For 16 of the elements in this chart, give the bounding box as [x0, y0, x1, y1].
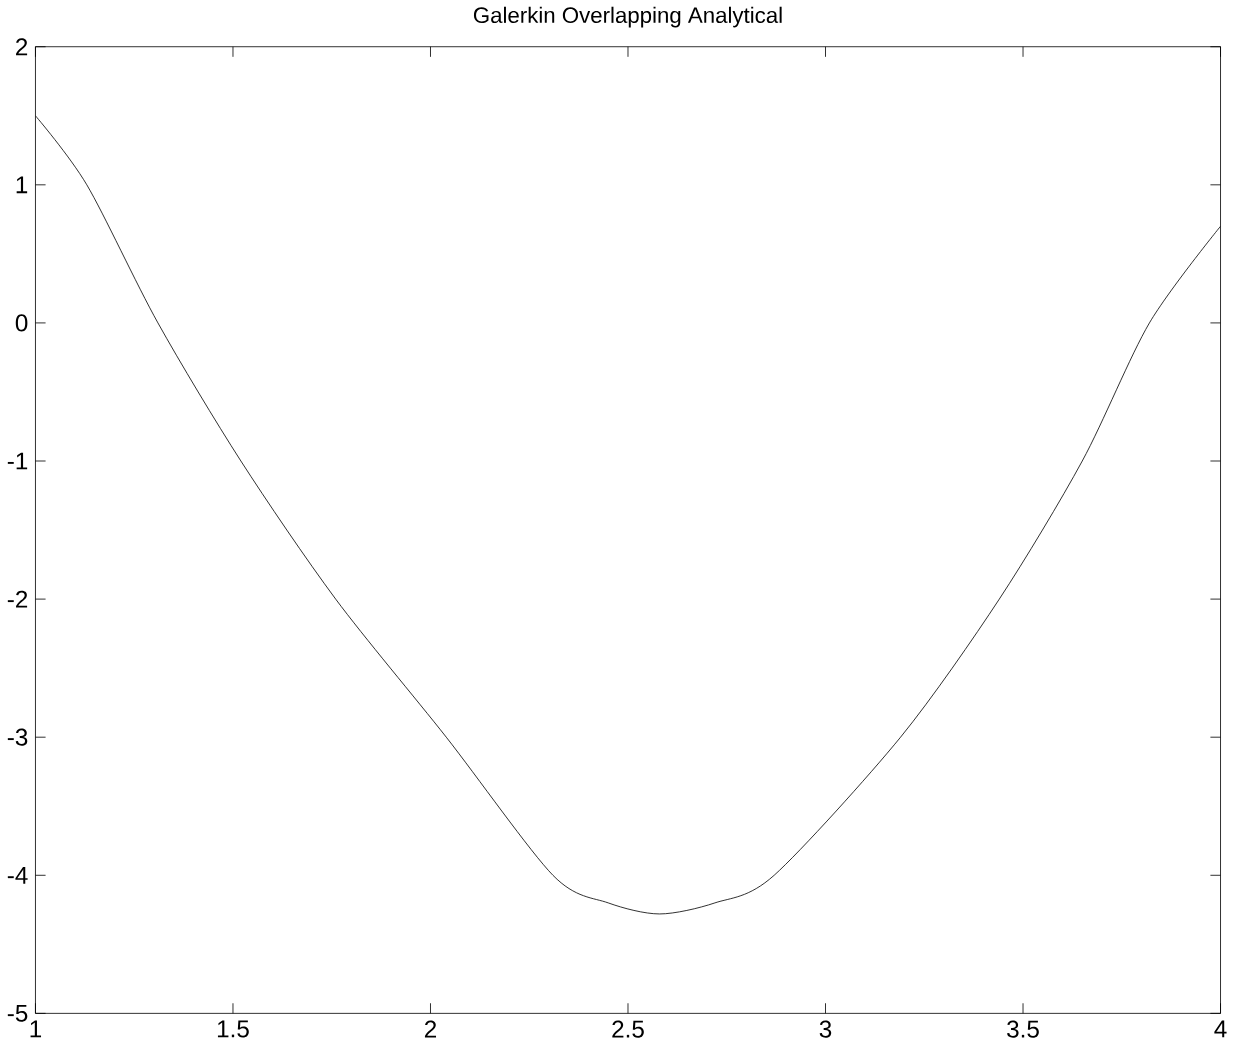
y-tick-label: 0	[15, 314, 28, 332]
y-tick-label: 1	[16, 176, 28, 193]
y-tick-label: -5	[7, 1004, 28, 1022]
y-tick-label: -1	[7, 452, 28, 470]
y-tick-label: -4	[7, 866, 28, 884]
x-tick-label: 1	[30, 1020, 42, 1037]
y-tick-label: -2	[7, 590, 28, 608]
x-tick-label: 3.5	[1007, 1020, 1039, 1038]
x-tick-label: 1.5	[217, 1020, 249, 1038]
x-tick-label: 4	[1214, 1020, 1227, 1037]
y-tick-label: -3	[7, 728, 28, 746]
x-tick-label: 3	[819, 1020, 832, 1038]
x-tick-label: 2.5	[612, 1020, 644, 1038]
chart-title: Galerkin Overlapping Analytical	[473, 6, 782, 28]
y-tick-label: 2	[16, 38, 28, 55]
x-tick-label: 2	[424, 1020, 437, 1038]
